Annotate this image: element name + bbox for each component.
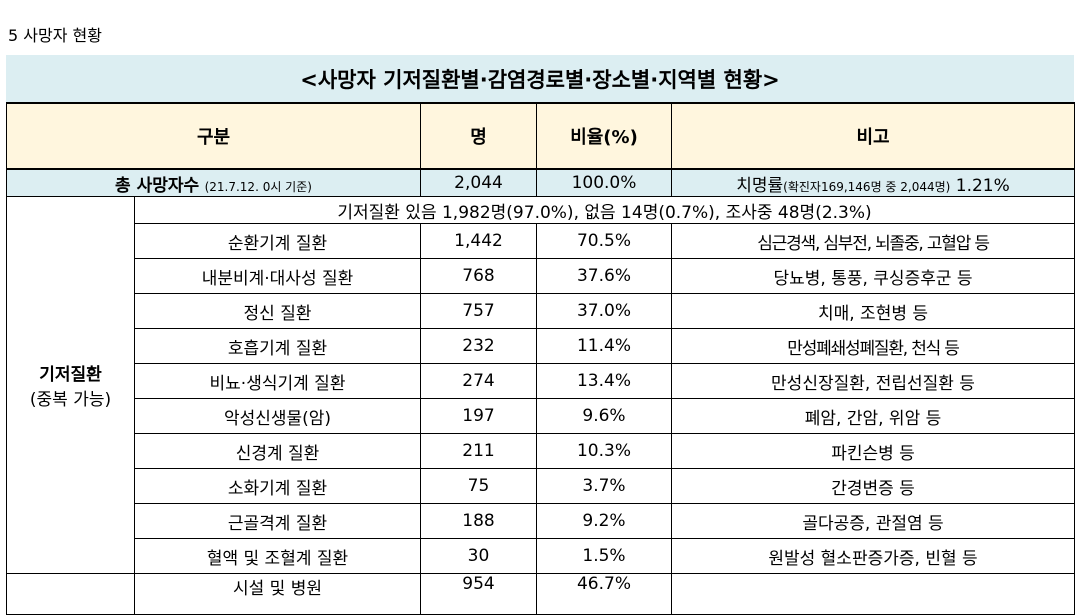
underlying-category-cell: 기저질환 (중복 가능): [6, 196, 135, 574]
row-name: 혈액 및 조혈계 질환: [134, 538, 421, 574]
total-label-note: (21.7.12. 0시 기준): [204, 179, 312, 194]
underlying-summary-row: 기저질환 (중복 가능) 기저질환 있음 1,982명(97.0%), 없음 1…: [6, 196, 1075, 574]
row-ratio: 10.3%: [536, 433, 672, 469]
header-count: 명: [420, 102, 537, 170]
table-row: 혈액 및 조혈계 질환 30 1.5% 원발성 혈소판증가증, 빈혈 등: [7, 538, 1075, 574]
row-count: 1,442: [420, 223, 537, 259]
total-remark-cell: 치명률(확진자169,146명 중 2,044명) 1.21%: [671, 168, 1075, 197]
table-title: <사망자 기저질환별·감염경로별·장소별·지역별 현황>: [6, 55, 1074, 102]
row-count: 30: [420, 538, 537, 574]
row-count: 188: [420, 503, 537, 539]
row-name: 호흡기계 질환: [134, 328, 421, 364]
table-row: 악성신생물(암) 197 9.6% 폐암, 간암, 위암 등: [7, 398, 1075, 434]
total-remark-main: 치명률: [736, 175, 784, 196]
row-remark: 만성폐쇄성폐질환, 천식 등: [671, 328, 1075, 364]
row-remark: 간경변증 등: [671, 468, 1075, 504]
row-count: 211: [420, 433, 537, 469]
row-name: 정신 질환: [134, 293, 421, 329]
table-row: 정신 질환 757 37.0% 치매, 조현병 등: [7, 293, 1075, 329]
row-count: 232: [420, 328, 537, 364]
next-category-cell: [6, 573, 135, 615]
row-remark: [671, 573, 1075, 615]
row-count: 768: [420, 258, 537, 294]
row-name: 순환기계 질환: [134, 223, 421, 259]
table-row: 내분비계·대사성 질환 768 37.6% 당뇨병, 통풍, 쿠싱증후군 등: [7, 258, 1075, 294]
row-count: 274: [420, 363, 537, 399]
row-ratio: 70.5%: [536, 223, 672, 259]
row-name: 근골격계 질환: [134, 503, 421, 539]
row-name: 시설 및 병원: [134, 573, 421, 615]
header-row: 구분 명 비율(%) 비고: [6, 102, 1075, 170]
table-row: 순환기계 질환 1,442 70.5% 심근경색, 심부전, 뇌졸중, 고혈압 …: [7, 223, 1075, 259]
row-remark: 폐암, 간암, 위암 등: [671, 398, 1075, 434]
underlying-category-sub: (중복 가능): [29, 390, 112, 410]
row-remark: 치매, 조현병 등: [671, 293, 1075, 329]
row-ratio: 46.7%: [536, 573, 672, 615]
row-count: 75: [420, 468, 537, 504]
total-ratio: 100.0%: [536, 168, 672, 197]
row-ratio: 1.5%: [536, 538, 672, 574]
row-count: 954: [420, 573, 537, 615]
row-ratio: 9.2%: [536, 503, 672, 539]
total-label: 총 사망자수: [115, 175, 200, 196]
table-row: 비뇨·생식기계 질환 274 13.4% 만성신장질환, 전립선질환 등: [7, 363, 1075, 399]
total-row: 총 사망자수 (21.7.12. 0시 기준) 2,044 100.0% 치명률…: [6, 168, 1075, 197]
row-ratio: 11.4%: [536, 328, 672, 364]
row-remark: 원발성 혈소판증가증, 빈혈 등: [671, 538, 1075, 574]
section-label: 5 사망자 현황: [8, 26, 102, 45]
header-remark: 비고: [671, 102, 1075, 170]
total-count: 2,044: [420, 168, 537, 197]
row-remark: 만성신장질환, 전립선질환 등: [671, 363, 1075, 399]
row-name: 소화기계 질환: [134, 468, 421, 504]
table-row: 신경계 질환 211 10.3% 파킨슨병 등: [7, 433, 1075, 469]
row-remark: 당뇨병, 통풍, 쿠싱증후군 등: [671, 258, 1075, 294]
row-name: 신경계 질환: [134, 433, 421, 469]
row-ratio: 3.7%: [536, 468, 672, 504]
table-row: 소화기계 질환 75 3.7% 간경변증 등: [7, 468, 1075, 504]
total-remark-note: (확진자169,146명 중 2,044명): [783, 179, 951, 194]
row-name: 내분비계·대사성 질환: [134, 258, 421, 294]
deaths-table: 구분 명 비율(%) 비고 총 사망자수 (21.7.12. 0시 기준) 2,…: [6, 102, 1075, 615]
underlying-summary: 기저질환 있음 1,982명(97.0%), 없음 14명(0.7%), 조사중…: [134, 196, 1075, 224]
table-row: 근골격계 질환 188 9.2% 골다공증, 관절염 등: [7, 503, 1075, 539]
row-count: 757: [420, 293, 537, 329]
underlying-category: 기저질환: [39, 365, 102, 385]
row-ratio: 9.6%: [536, 398, 672, 434]
header-division: 구분: [6, 102, 421, 170]
total-label-cell: 총 사망자수 (21.7.12. 0시 기준): [6, 168, 421, 197]
row-remark: 골다공증, 관절염 등: [671, 503, 1075, 539]
row-remark: 심근경색, 심부전, 뇌졸중, 고혈압 등: [671, 223, 1075, 259]
total-remark-value: 1.21%: [955, 175, 1010, 196]
row-name: 악성신생물(암): [134, 398, 421, 434]
table-row: 호흡기계 질환 232 11.4% 만성폐쇄성폐질환, 천식 등: [7, 328, 1075, 364]
header-ratio: 비율(%): [536, 102, 672, 170]
table-row-partial: 시설 및 병원 954 46.7%: [6, 573, 1075, 615]
row-ratio: 37.6%: [536, 258, 672, 294]
row-ratio: 13.4%: [536, 363, 672, 399]
row-name: 비뇨·생식기계 질환: [134, 363, 421, 399]
row-remark: 파킨슨병 등: [671, 433, 1075, 469]
row-ratio: 37.0%: [536, 293, 672, 329]
row-count: 197: [420, 398, 537, 434]
